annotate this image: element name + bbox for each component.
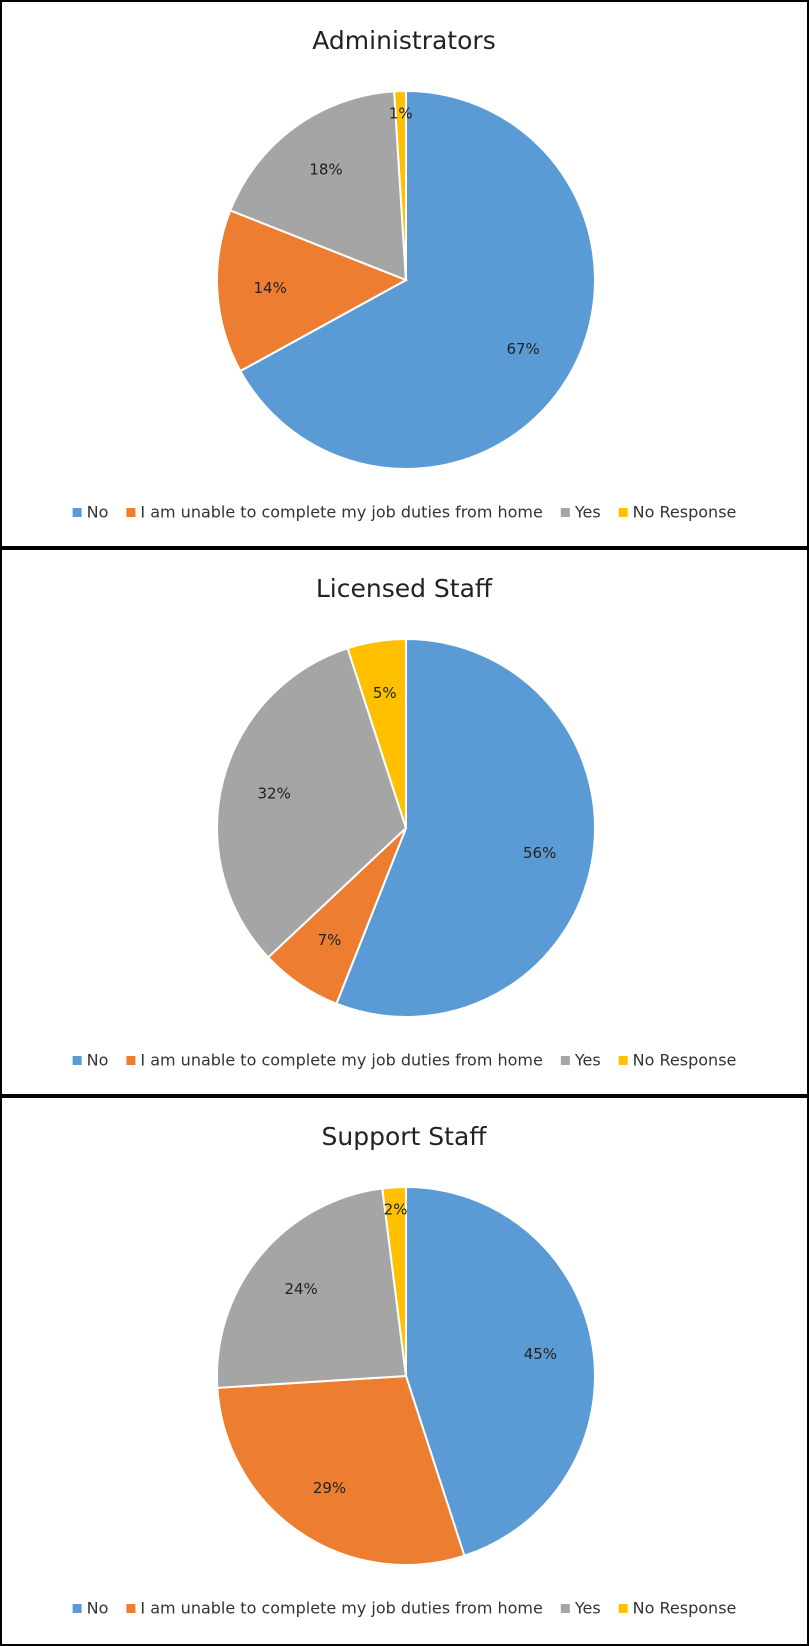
legend-swatch [618, 1056, 628, 1065]
data-label: 24% [284, 1280, 317, 1298]
pie-slice [335, 637, 596, 1018]
chart-panel: Support Staff 45% 29% 24% 2% No I am unable to… [0, 1096, 809, 1646]
legend-label: Yes [574, 1051, 601, 1070]
legend-label: No [87, 503, 109, 522]
legend-label: I am unable to complete my job duties fr… [140, 1051, 542, 1070]
pie-slice [393, 89, 407, 281]
legend-label: No Response [633, 1599, 737, 1618]
data-label: 67% [506, 340, 539, 358]
pie-slice [346, 637, 407, 829]
pie-slice [239, 89, 596, 470]
chart-title: Licensed Staff [316, 574, 493, 603]
legend-label: I am unable to complete my job duties fr… [140, 1599, 542, 1618]
legend: No I am unable to complete my job duties … [72, 503, 737, 522]
legend-label: I am unable to complete my job duties fr… [140, 503, 542, 522]
data-label: 1% [389, 104, 413, 122]
legend-swatch [72, 508, 82, 517]
legend-swatch [72, 1604, 82, 1613]
legend: No I am unable to complete my job duties … [72, 1599, 737, 1618]
legend-label: Yes [574, 1599, 601, 1618]
data-label: 18% [309, 160, 342, 178]
legend-swatch [126, 1056, 136, 1065]
data-label: 45% [524, 1345, 557, 1363]
legend-label: No Response [633, 503, 737, 522]
legend-label: No [87, 1599, 109, 1618]
legend-swatch [126, 508, 136, 517]
panel-border [0, 548, 809, 1096]
chart-title: Support Staff [322, 1122, 488, 1151]
chart-panel: Licensed Staff 56% 7% 32% 5% No I am unable to… [0, 548, 809, 1096]
legend-swatch [560, 1056, 570, 1065]
legend-label: No [87, 1051, 109, 1070]
legend-swatch [72, 1056, 82, 1065]
legend-swatch [126, 1604, 136, 1613]
chart-title: Administrators [312, 26, 495, 55]
pie-slice [228, 90, 408, 282]
legend-label: Yes [574, 503, 601, 522]
legend: No I am unable to complete my job duties … [72, 1051, 737, 1070]
data-label: 29% [313, 1479, 346, 1497]
data-label: 56% [523, 844, 556, 862]
legend-swatch [560, 1604, 570, 1613]
data-label: 5% [373, 684, 397, 702]
pie-slice [216, 1374, 466, 1566]
legend-label: No Response [633, 1051, 737, 1070]
pie-slice [405, 1185, 596, 1558]
pie-slice [381, 1185, 407, 1377]
data-label: 14% [254, 279, 287, 297]
pie-slice [216, 209, 409, 373]
panel-border [0, 0, 809, 548]
data-label: 2% [384, 1201, 408, 1219]
legend-swatch [618, 508, 628, 517]
panel-border [0, 1096, 809, 1646]
chart-panel: Administrators 67% 14% 18% 1% No I am unable t… [0, 0, 809, 548]
data-label: 7% [318, 931, 342, 949]
pie-slice [216, 1187, 408, 1389]
legend-swatch [618, 1604, 628, 1613]
data-label: 32% [258, 785, 291, 803]
pie-slice [216, 646, 408, 959]
legend-swatch [560, 508, 570, 517]
